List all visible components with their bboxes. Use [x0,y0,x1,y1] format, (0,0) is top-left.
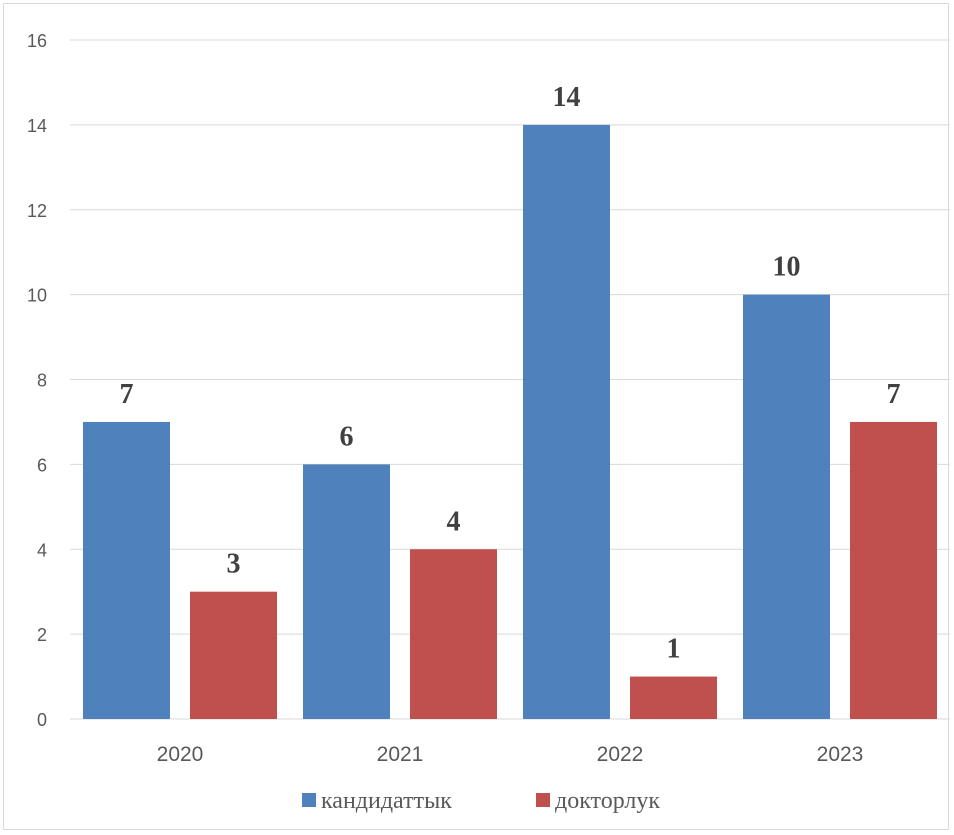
bar-2022-doctoral [630,676,717,719]
bar-2023-candidate [743,294,830,719]
y-tick-label: 16 [27,31,47,51]
data-label: 7 [120,379,134,410]
data-label: 10 [773,252,801,283]
bar-2021-candidate [303,464,390,719]
data-label: 1 [667,634,681,665]
data-label: 3 [227,549,241,580]
x-tick-label: 2020 [157,743,204,766]
x-axis-ticks: 2020 2021 2022 2023 [157,743,864,766]
bar-2021-doctoral [410,549,497,719]
legend-label: кандидаттык [321,788,452,814]
data-label: 4 [447,506,461,537]
data-label: 14 [553,82,581,113]
x-tick-label: 2022 [597,743,644,766]
y-tick-label: 10 [27,286,47,306]
y-axis-ticks: 0 2 4 6 8 10 12 14 16 [27,31,47,730]
legend-swatch [536,793,550,807]
legend-swatch [302,793,316,807]
data-label: 6 [340,421,354,452]
x-tick-label: 2021 [377,743,424,766]
bar-2023-doctoral [850,421,937,719]
y-tick-label: 4 [37,540,47,560]
x-tick-label: 2023 [817,743,864,766]
bar-2022-candidate [523,124,610,719]
y-tick-label: 8 [37,371,47,391]
bar-2020-doctoral [190,591,277,719]
bar-2020-candidate [83,421,170,719]
y-tick-label: 6 [37,455,47,475]
data-labels: 7 3 6 4 14 1 10 7 [120,82,901,665]
data-label: 7 [887,379,901,410]
legend: кандидаттык докторлук [302,788,660,814]
legend-label: докторлук [555,788,660,814]
y-tick-label: 14 [27,116,47,136]
y-tick-label: 2 [37,625,47,645]
bars [83,124,937,719]
y-tick-label: 0 [37,710,47,730]
y-tick-label: 12 [27,201,47,221]
